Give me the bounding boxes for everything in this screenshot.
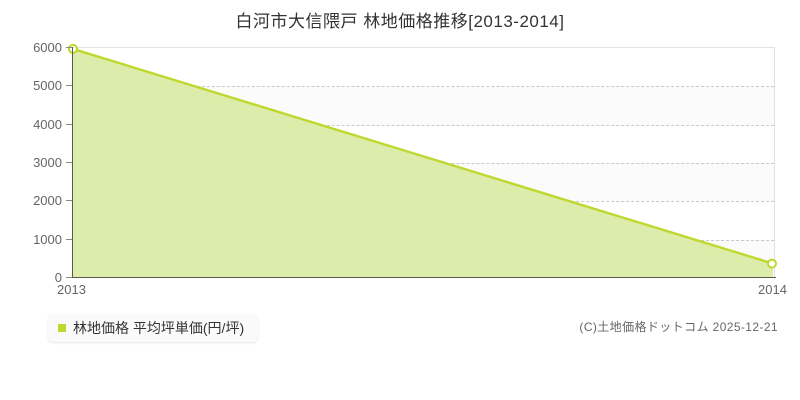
y-tick-4000 — [66, 123, 72, 125]
x-axis-label-2013: 2013 — [57, 282, 86, 297]
y-axis-label-2000: 2000 — [33, 193, 62, 208]
x-axis-label-2014: 2014 — [758, 282, 787, 297]
y-tick-3000 — [66, 162, 72, 163]
y-tick-5000 — [66, 85, 72, 87]
series-area-fill — [73, 48, 773, 277]
y-axis-label-1000: 1000 — [33, 231, 62, 247]
data-point-2013[interactable] — [68, 43, 78, 54]
series-area-chart — [68, 43, 777, 277]
y-axis-label-4000: 4000 — [33, 116, 62, 132]
legend-item-label: 林地価格 平均坪単価(円/坪) — [73, 320, 245, 336]
y-tick-2000 — [66, 200, 72, 202]
gridline-5000 — [72, 86, 774, 88]
legend-swatch-icon — [58, 324, 66, 332]
series-line — [72, 47, 774, 265]
gridline-4000 — [72, 124, 774, 126]
y-axis-label-3000: 3000 — [33, 155, 62, 170]
y-tick-0 — [66, 277, 72, 278]
chart-title-text: 白河市大信隈戸 林地価格推移[2013-2014] — [235, 12, 565, 31]
copyright-credit: (C)土地価格ドットコム 2025-12-21 — [579, 320, 778, 334]
y-axis-line — [72, 47, 73, 278]
x-axis-line — [72, 277, 776, 278]
y-axis-label-6000: 6000 — [33, 40, 62, 55]
chart-legend[interactable]: 林地価格 平均坪単価(円/坪) — [48, 314, 259, 342]
y-axis-label-0: 0 — [54, 270, 62, 285]
y-tick-1000 — [66, 238, 72, 240]
page-title: 白河市大信隈戸 林地価格推移[2013-2014] — [0, 7, 800, 32]
y-tick-6000 — [66, 47, 72, 48]
data-point-2014[interactable] — [767, 258, 777, 269]
y-axis-label-5000: 5000 — [33, 78, 62, 93]
